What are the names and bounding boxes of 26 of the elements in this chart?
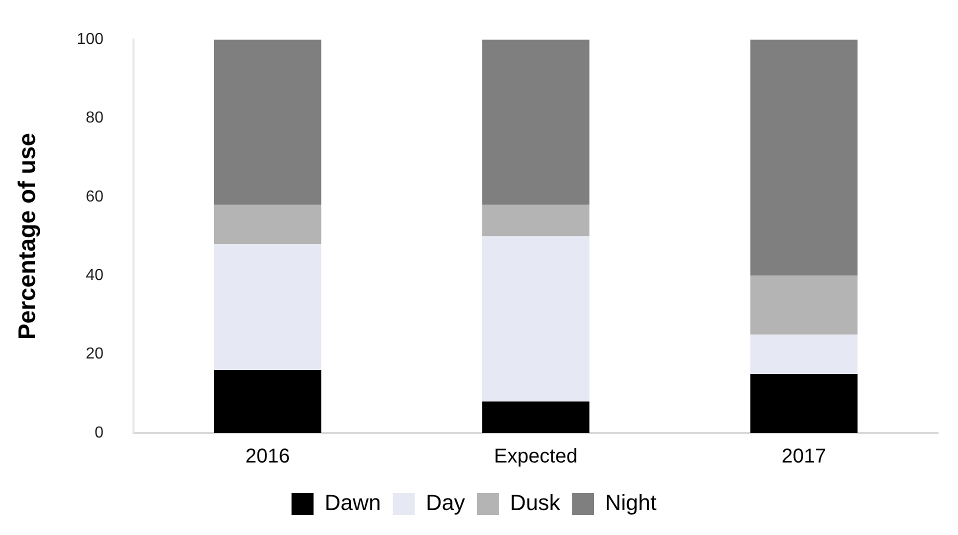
bar — [750, 334, 858, 374]
legend-label: Dawn — [324, 490, 381, 516]
y-tick-label: 80 — [86, 110, 104, 127]
y-tick-label: 40 — [86, 267, 104, 284]
bar — [482, 40, 590, 205]
y-tick-label: 100 — [76, 31, 104, 48]
x-tick-label: 2016 — [245, 446, 290, 468]
legend-label: Dusk — [510, 490, 562, 516]
bar — [750, 276, 858, 335]
y-axis-title: Percentage of use — [14, 132, 42, 340]
y-tick-label: 0 — [94, 424, 104, 442]
x-tick-label: 2017 — [782, 446, 826, 468]
legend-label: Day — [426, 490, 465, 516]
bar — [482, 402, 590, 433]
y-tick-label: 60 — [86, 188, 104, 206]
x-tick-label: Expected — [494, 446, 578, 468]
bar — [482, 236, 590, 402]
bar — [750, 374, 858, 433]
bar — [482, 204, 590, 236]
bar — [214, 40, 322, 205]
y-tick-label: 20 — [86, 346, 104, 363]
bar — [214, 244, 322, 370]
bar — [214, 204, 322, 244]
bar — [750, 40, 858, 276]
bar — [214, 370, 322, 433]
legend-label: Night — [605, 490, 656, 516]
